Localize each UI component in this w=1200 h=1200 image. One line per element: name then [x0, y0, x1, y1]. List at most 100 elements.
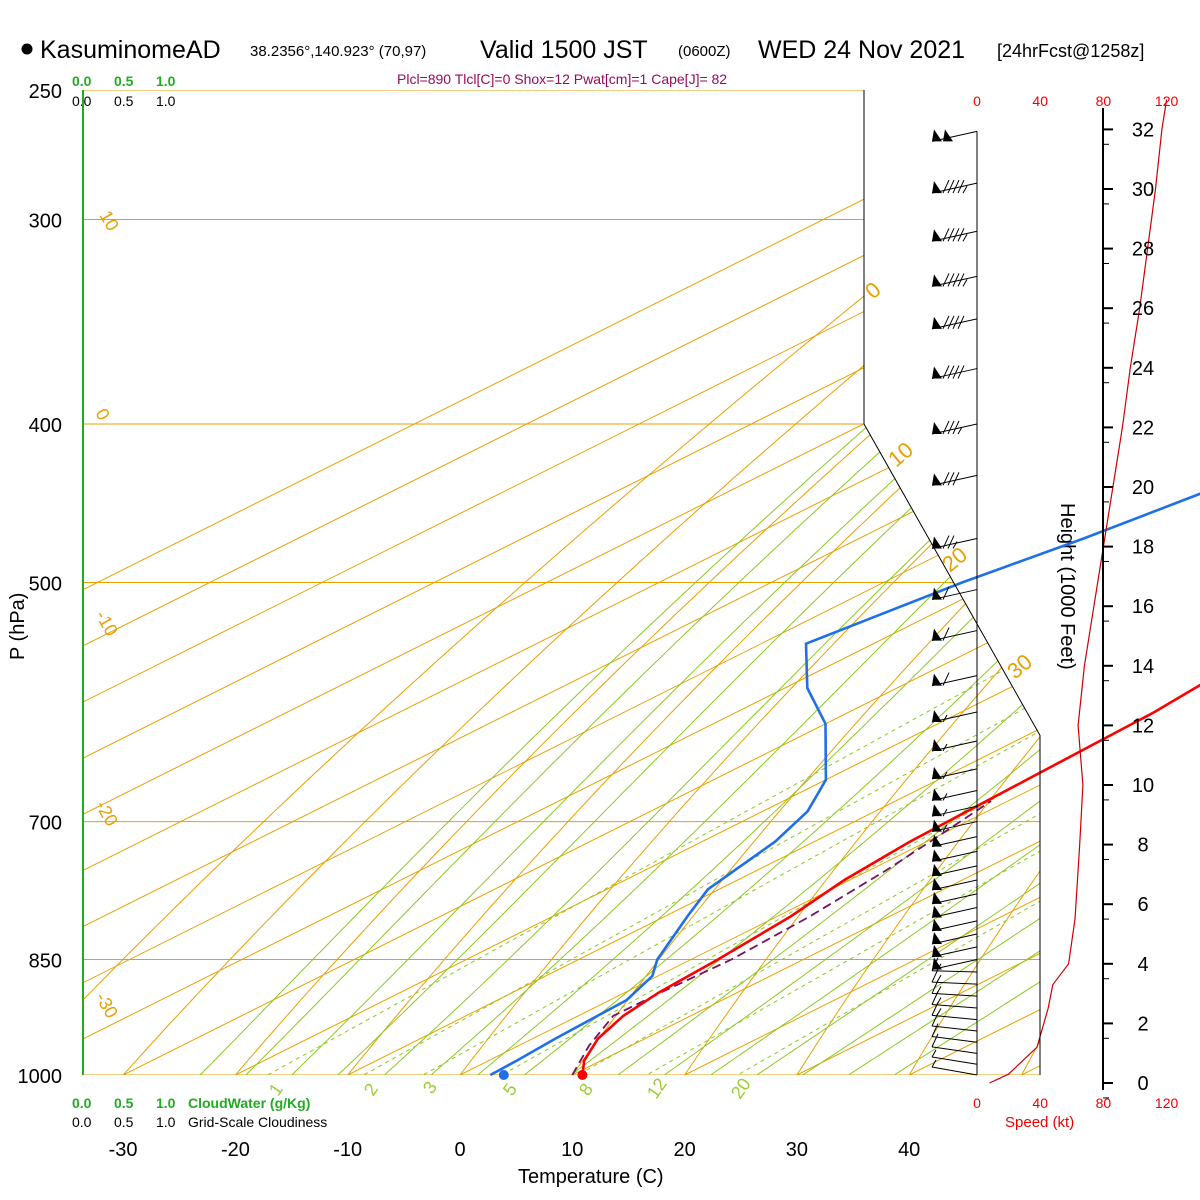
- height-tick-label: 20: [1132, 477, 1154, 499]
- wind-barb-full: [932, 1024, 938, 1037]
- wind-barb-full: [943, 472, 949, 485]
- height-tick-label: 32: [1132, 119, 1154, 141]
- height-tick-label: 4: [1137, 954, 1148, 976]
- wind-barb-flag: [932, 788, 942, 800]
- wind-barb-flag: [932, 229, 942, 241]
- wind-barb-flag: [932, 367, 942, 379]
- cloudiness-scale-0: 0.0: [72, 1114, 92, 1130]
- wind-barb: [932, 710, 977, 722]
- isotherm-label: 0: [92, 405, 114, 424]
- height-tick-label: 14: [1132, 656, 1154, 678]
- height-tick-label: 16: [1132, 596, 1154, 618]
- height-tick-label: 28: [1132, 239, 1154, 261]
- pressure-tick-label: 250: [29, 81, 62, 103]
- wind-barb-half: [963, 279, 967, 286]
- pressure-tick-label: 1000: [18, 1066, 63, 1088]
- speed-tick-top: 0: [973, 93, 981, 109]
- wind-barb-flag: [932, 932, 942, 944]
- wind-barb: [932, 366, 977, 379]
- cloudiness-scale-2: 1.0: [156, 1114, 176, 1130]
- temperature-tick-label: 20: [673, 1139, 695, 1161]
- pressure-tick-label: 500: [29, 574, 62, 596]
- temperature-tick-label: 0: [454, 1139, 465, 1161]
- dry-adiabat-line: [1117, 61, 1200, 1110]
- wind-barb: [932, 835, 977, 847]
- wind-barb-full: [943, 273, 949, 286]
- station-name: KasuminomeAD: [40, 36, 221, 64]
- wind-barb-half: [963, 186, 967, 193]
- dry-adiabat-line: [1003, 61, 1200, 1110]
- wind-barb: [932, 945, 977, 957]
- wind-barb: [932, 864, 977, 876]
- wind-barb-half: [937, 975, 941, 982]
- wind-barb-staff: [932, 1037, 977, 1043]
- dewpoint-line: [490, 131, 1200, 1075]
- dry-adiabat-line: [206, 61, 1200, 1110]
- height-tick-label: 26: [1132, 298, 1154, 320]
- height-tick-label: 10: [1132, 775, 1154, 797]
- height-tick-label: 18: [1132, 537, 1154, 559]
- wind-barb: [932, 228, 977, 241]
- wind-barb-flag: [932, 274, 942, 286]
- height-tick-label: 2: [1137, 1013, 1148, 1035]
- wind-barb-full: [953, 421, 959, 434]
- isotherm-label: 10: [96, 207, 123, 234]
- dry-adiabat-line: [92, 61, 1200, 1110]
- wind-barb-full: [943, 628, 949, 641]
- wind-barb-full: [943, 228, 949, 241]
- wind-barb-flag: [932, 674, 942, 686]
- wind-barb-flag: [932, 767, 942, 779]
- wind-barb: [932, 919, 977, 931]
- wind-barb-full: [948, 228, 954, 241]
- wind-barb-flag: [932, 181, 942, 193]
- height-tick-label: 8: [1137, 835, 1148, 857]
- cloudwater-scale-0: 0.0: [72, 1095, 92, 1111]
- wind-barb: [932, 421, 977, 434]
- speed-tick-top: 40: [1032, 93, 1048, 109]
- top-green-scale-0: 0.0: [72, 73, 92, 89]
- mixing-ratio-label: 8: [575, 1080, 597, 1100]
- wind-barb-flag: [932, 878, 942, 890]
- wind-barb: [932, 316, 977, 329]
- wind-barb-flag: [932, 473, 942, 485]
- top-green-scale-2: 1.0: [156, 73, 176, 89]
- wind-barb-full: [943, 536, 949, 549]
- wind-barb-half: [937, 986, 941, 993]
- temperature-tick-label: -30: [109, 1139, 138, 1161]
- wind-barb-full: [953, 316, 959, 329]
- wind-barb-staff: [932, 971, 977, 972]
- pressure-tick-label: 300: [29, 211, 62, 233]
- wind-barb-staff: [932, 1015, 977, 1019]
- height-tick-label: 30: [1132, 179, 1154, 201]
- x-axis-label: Temperature (C): [518, 1166, 664, 1188]
- moist-adiabat-line: [481, 61, 1200, 1110]
- wind-barb-full: [948, 180, 954, 193]
- cloudwater-scale-1: 0.5: [114, 1095, 134, 1111]
- wind-barb-flag: [932, 849, 942, 861]
- wind-barb-full: [948, 421, 954, 434]
- temperature-tick-label: 40: [898, 1139, 920, 1161]
- surface-dewpoint-marker: [499, 1070, 509, 1080]
- station-coords: 38.2356°,140.923° (70,97): [250, 43, 426, 60]
- mixing-ratio-label: 2: [360, 1080, 382, 1100]
- wind-barb-flag: [932, 129, 942, 141]
- height-tick-label: 0: [1137, 1073, 1148, 1095]
- height-tick-label: 12: [1132, 715, 1154, 737]
- wind-barb: [932, 849, 977, 861]
- wind-barb-flag: [932, 919, 942, 931]
- mixing-ratio-label: 12: [643, 1074, 671, 1102]
- height-tick-label: 6: [1137, 894, 1148, 916]
- dry-adiabat-label: 20: [937, 542, 972, 577]
- wind-barb-staff: [932, 1004, 977, 1008]
- mixing-ratio-label: 5: [499, 1080, 521, 1100]
- wind-barb-half: [963, 234, 967, 241]
- wind-barb-full: [948, 366, 954, 379]
- wind-barb-full: [943, 180, 949, 193]
- pressure-tick-label: 850: [29, 951, 62, 973]
- top-green-scale-1: 0.5: [114, 73, 134, 89]
- cloudiness-label: Grid-Scale Cloudiness: [188, 1114, 327, 1130]
- speed-axis-label: Speed (kt): [1005, 1114, 1074, 1131]
- moist-adiabat-line: [525, 61, 1200, 1110]
- isotherm-label: -10: [92, 607, 122, 640]
